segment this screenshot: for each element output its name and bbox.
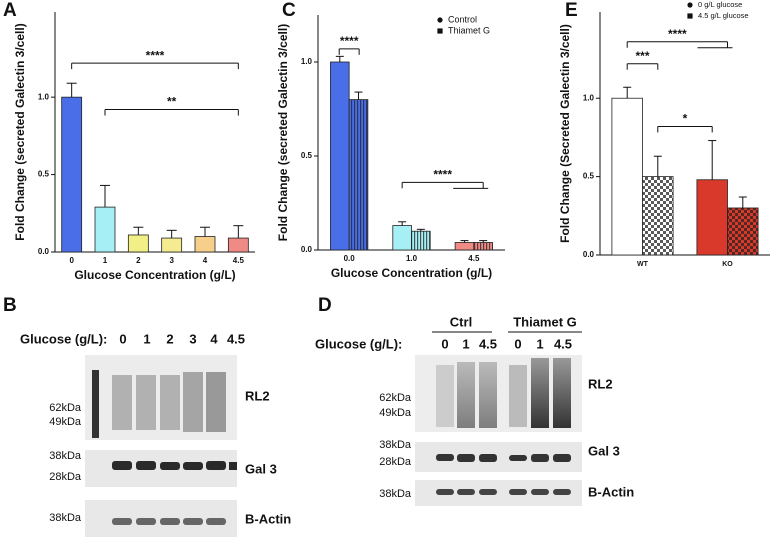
mw-marker: 62kDa bbox=[379, 392, 412, 404]
band-label: RL2 bbox=[245, 388, 270, 403]
panel-label: A bbox=[3, 0, 17, 21]
bar bbox=[696, 179, 728, 256]
y-tick-label: 0.5 bbox=[38, 170, 50, 179]
x-tick-label: WT bbox=[637, 261, 649, 268]
ladder bbox=[92, 370, 99, 438]
x-axis-title: Glucose Concentration (g/L) bbox=[331, 266, 492, 280]
bar bbox=[611, 97, 643, 256]
x-tick-label: 3 bbox=[169, 256, 174, 265]
bar bbox=[227, 237, 249, 253]
x-tick-label: 4 bbox=[203, 256, 208, 265]
y-tick-label: 0.0 bbox=[38, 247, 50, 256]
bar-pattern bbox=[349, 99, 368, 250]
sig-label: **** bbox=[668, 27, 687, 41]
panel-label: E bbox=[565, 0, 578, 21]
band-label: RL2 bbox=[588, 376, 613, 391]
lane-label: 1 bbox=[462, 336, 469, 351]
bar bbox=[330, 61, 350, 251]
bar bbox=[127, 234, 149, 253]
y-tick-label: 1.0 bbox=[583, 93, 595, 102]
sig-label: **** bbox=[340, 34, 359, 48]
bar bbox=[392, 225, 412, 251]
legend-marker bbox=[437, 17, 443, 23]
bar bbox=[454, 242, 475, 251]
bar bbox=[161, 237, 183, 253]
lane-label: 4 bbox=[210, 331, 218, 346]
mw-marker: 28kDa bbox=[379, 456, 412, 468]
x-tick-label: 4.5 bbox=[233, 256, 245, 265]
lane-label: 1 bbox=[143, 331, 150, 346]
band-label: B-Actin bbox=[588, 484, 634, 499]
panel-label: D bbox=[318, 295, 332, 316]
legend-label: 0 g/L glucose bbox=[698, 0, 742, 9]
x-tick-label: 0.0 bbox=[344, 254, 356, 263]
panel-label: C bbox=[282, 0, 296, 21]
sig-label: * bbox=[683, 112, 688, 126]
legend-marker bbox=[437, 28, 443, 34]
bar bbox=[94, 206, 116, 253]
x-axis-title: Glucose Concentration (g/L) bbox=[74, 268, 235, 282]
panel-label: B bbox=[3, 295, 17, 316]
legend-marker bbox=[687, 2, 693, 8]
bar bbox=[194, 236, 216, 253]
lane-label: 0 bbox=[441, 336, 448, 351]
blot-d: Ctrl Thiamet G Glucose (g/L): 0 1 4.5 0 … bbox=[315, 314, 634, 506]
bar-pattern bbox=[642, 176, 674, 255]
x-tick-label: 0 bbox=[69, 256, 74, 265]
lane-label: 0 bbox=[119, 331, 126, 346]
mw-marker: 38kDa bbox=[49, 450, 82, 462]
y-tick-label: 0.5 bbox=[583, 172, 595, 181]
sig-label: **** bbox=[433, 167, 452, 181]
y-tick-label: 0.5 bbox=[301, 151, 313, 160]
mw-marker: 62kDa bbox=[49, 402, 82, 414]
bar-pattern bbox=[727, 207, 759, 255]
blot-b: Glucose (g/L): 0 1 2 3 4 4.5 62kDa 49kDa… bbox=[20, 331, 291, 537]
lane-label: 0 bbox=[514, 336, 521, 351]
x-tick-label: 1 bbox=[103, 256, 108, 265]
legend-label: Control bbox=[448, 14, 477, 24]
band-label: Gal 3 bbox=[245, 461, 277, 476]
y-tick-label: 1.0 bbox=[38, 92, 50, 101]
y-tick-label: 0.0 bbox=[583, 250, 595, 259]
legend-label: Thiamet G bbox=[448, 25, 490, 35]
bar-pattern bbox=[473, 242, 493, 250]
mw-marker: 49kDa bbox=[379, 407, 412, 419]
mw-marker: 38kDa bbox=[379, 488, 412, 500]
x-tick-label: 1.0 bbox=[406, 254, 418, 263]
mw-marker: 38kDa bbox=[379, 439, 412, 451]
y-tick-label: 0.0 bbox=[301, 245, 313, 254]
legend-marker bbox=[687, 13, 693, 19]
lane-title: Glucose (g/L): bbox=[20, 331, 107, 346]
y-axis-title: Fold Change (Secreted Galectin 3/cell) bbox=[558, 24, 572, 243]
y-axis-title: Fold Change (secreted Galectin 3/cell) bbox=[13, 23, 27, 240]
lane-label: 4.5 bbox=[554, 336, 572, 351]
legend-label: 4.5 g/L glucose bbox=[698, 11, 749, 20]
y-axis-title: Fold Change (secreted Galectin 3/cell) bbox=[276, 24, 290, 241]
sig-label: **** bbox=[146, 48, 165, 62]
lane-label: 2 bbox=[166, 331, 173, 346]
x-tick-label: 4.5 bbox=[468, 254, 480, 263]
sig-label: *** bbox=[635, 49, 649, 63]
bar bbox=[61, 96, 83, 253]
bar-pattern bbox=[411, 231, 431, 250]
lane-label: 4.5 bbox=[227, 331, 245, 346]
y-tick-label: 1.0 bbox=[301, 57, 313, 66]
mw-marker: 49kDa bbox=[49, 416, 82, 428]
lane-title: Glucose (g/L): bbox=[315, 336, 402, 351]
group-label: Ctrl bbox=[450, 314, 472, 329]
x-tick-label: 2 bbox=[136, 256, 141, 265]
lane-label: 4.5 bbox=[479, 336, 497, 351]
band-label: B-Actin bbox=[245, 511, 291, 526]
lane-label: 1 bbox=[536, 336, 543, 351]
mw-marker: 38kDa bbox=[49, 512, 82, 524]
mw-marker: 28kDa bbox=[49, 471, 82, 483]
x-tick-label: KO bbox=[722, 261, 733, 268]
sig-label: ** bbox=[167, 95, 177, 109]
band-label: Gal 3 bbox=[588, 443, 620, 458]
lane-label: 3 bbox=[189, 331, 196, 346]
group-label: Thiamet G bbox=[513, 314, 577, 329]
